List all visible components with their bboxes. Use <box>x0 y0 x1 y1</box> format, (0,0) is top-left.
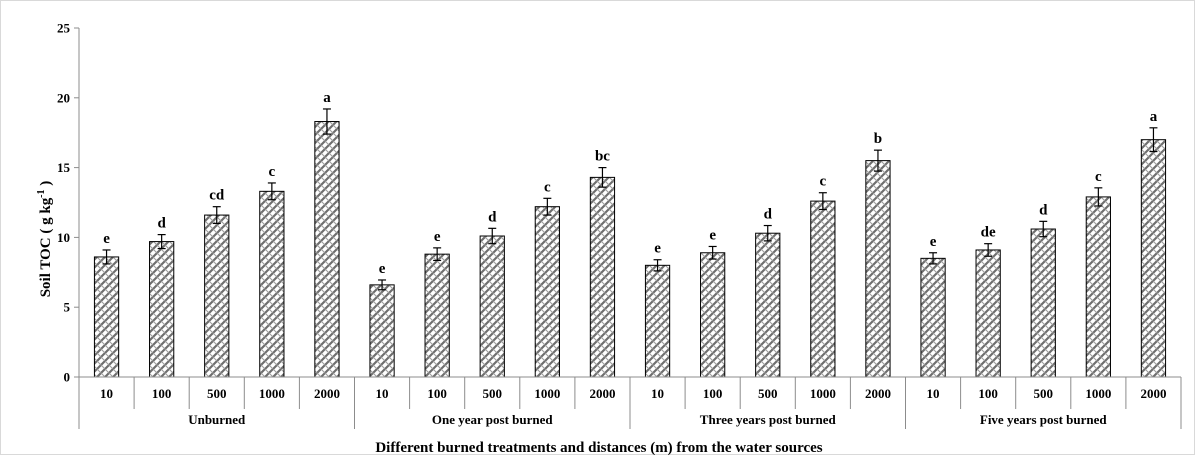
bar <box>644 264 671 378</box>
group-label: Unburned <box>188 412 246 427</box>
x-tick-label: 500 <box>483 386 503 401</box>
bar <box>149 241 175 378</box>
bar <box>424 253 450 378</box>
bar <box>700 252 726 378</box>
x-axis-label: Different burned treatments and distance… <box>375 440 822 456</box>
significance-letter: d <box>488 209 497 225</box>
group-label: One year post burned <box>432 412 554 427</box>
significance-letter: b <box>874 131 882 147</box>
x-tick-label: 10 <box>376 386 389 401</box>
x-tick-label: 2000 <box>589 386 615 401</box>
bar <box>369 284 395 378</box>
x-tick-label: 500 <box>1034 386 1054 401</box>
x-tick-label: 1000 <box>1085 386 1111 401</box>
x-tick-label: 1000 <box>810 386 836 401</box>
bar <box>1085 196 1111 378</box>
x-tick-label: 10 <box>927 386 940 401</box>
x-tick-label: 2000 <box>865 386 891 401</box>
significance-letter: e <box>654 241 661 257</box>
bar <box>534 206 560 378</box>
x-tick-label: 1000 <box>534 386 560 401</box>
x-tick-label: 100 <box>978 386 998 401</box>
bar <box>589 176 616 378</box>
bar <box>1030 228 1056 378</box>
significance-letter: cd <box>209 188 225 204</box>
significance-letter: e <box>434 229 441 245</box>
y-tick-label: 10 <box>57 230 70 245</box>
group-label: Three years post burned <box>700 412 837 427</box>
y-tick-label: 15 <box>57 160 71 175</box>
x-tick-label: 1000 <box>259 386 285 401</box>
y-tick-label: 0 <box>64 370 71 385</box>
significance-letter: d <box>1039 202 1048 218</box>
x-axis: 10 100 500 1000 2000 Unburned 10 100 500 1000 2000… <box>78 376 1182 429</box>
significance-letter: c <box>269 164 276 180</box>
significance-letter: a <box>1150 109 1158 125</box>
bar <box>755 232 781 378</box>
bar <box>975 249 1001 378</box>
x-tick-label: 2000 <box>314 386 340 401</box>
significance-letter: bc <box>595 149 610 165</box>
y-tick-label: 25 <box>57 21 71 36</box>
bar <box>1140 139 1167 378</box>
bar <box>479 235 505 378</box>
x-tick-label: 10 <box>651 386 664 401</box>
significance-letter: e <box>930 234 937 250</box>
significance-letter: e <box>103 231 110 247</box>
bar <box>920 257 946 378</box>
bar <box>810 200 836 378</box>
significance-letter: c <box>820 174 827 190</box>
significance-letter: e <box>709 227 716 243</box>
bar <box>93 256 120 378</box>
x-tick-label: 500 <box>758 386 778 401</box>
y-axis-label: Soil TOC ( g kg-1 ) <box>36 181 54 298</box>
y-tick-label: 5 <box>64 300 71 315</box>
significance-letter: d <box>764 207 773 223</box>
significance-letter: a <box>323 90 331 106</box>
significance-letter: c <box>1095 169 1102 185</box>
y-axis: 0 5 10 15 20 25 <box>57 21 80 385</box>
group-label: Five years post burned <box>980 412 1108 427</box>
x-tick-label: 10 <box>100 386 113 401</box>
x-tick-label: 100 <box>152 386 172 401</box>
significance-letter: de <box>981 225 996 241</box>
x-tick-label: 2000 <box>1140 386 1166 401</box>
significance-letter: d <box>157 216 166 232</box>
bar <box>259 190 285 378</box>
bar <box>865 160 891 378</box>
significance-letter: e <box>379 261 386 277</box>
bar <box>204 214 230 378</box>
plot-area: e d cd c a e e d c bc e e d c b e de d c a <box>93 90 1167 378</box>
x-tick-label: 500 <box>207 386 227 401</box>
x-tick-label: 100 <box>703 386 723 401</box>
bar <box>314 121 340 378</box>
significance-letter: c <box>544 179 551 195</box>
y-tick-label: 20 <box>57 90 70 105</box>
x-tick-label: 100 <box>427 386 447 401</box>
